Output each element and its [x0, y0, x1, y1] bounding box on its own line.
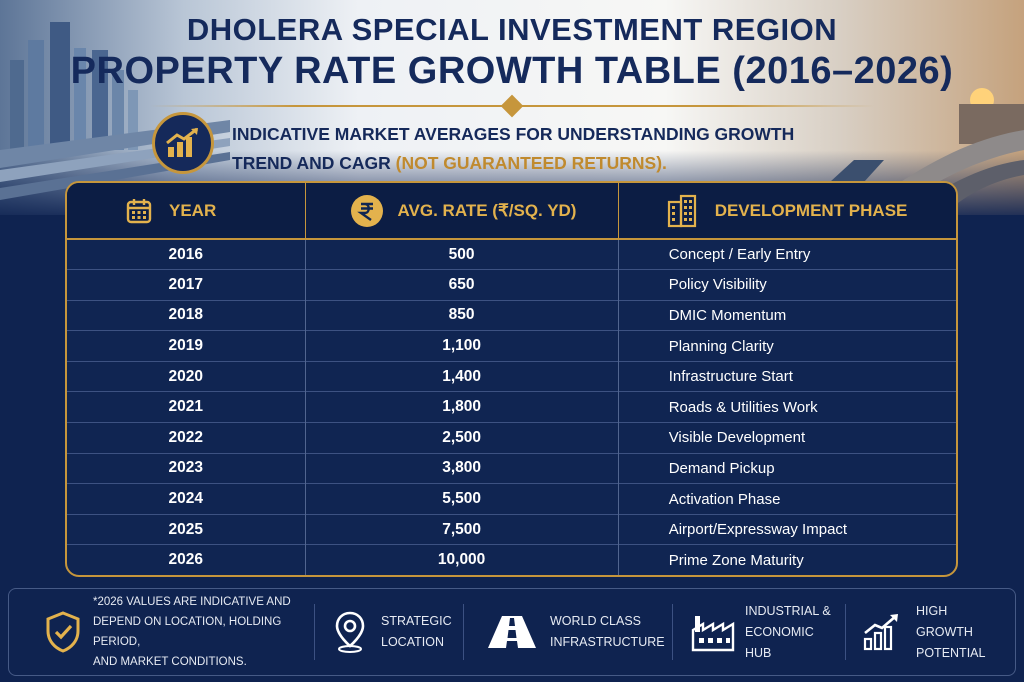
- feature-label-line-2: INFRASTRUCTURE: [550, 635, 665, 649]
- feature-industrial-hub: INDUSTRIAL & ECONOMIC HUB: [673, 597, 845, 667]
- growth-chart-icon: [152, 112, 214, 174]
- building-icon: [667, 194, 696, 227]
- year-cell: 2021: [67, 391, 306, 423]
- feature-infrastructure: WORLD CLASS INFRASTRUCTURE: [464, 597, 672, 667]
- rate-cell: 650: [305, 269, 619, 301]
- feature-label-line-1: WORLD CLASS: [550, 614, 641, 628]
- phase-cell: Demand Pickup: [618, 452, 956, 484]
- shield-check-icon: [46, 611, 80, 653]
- disclaimer-line-2: DEPEND ON LOCATION, HOLDING PERIOD,: [93, 616, 282, 648]
- footer-bar: *2026 VALUES ARE INDICATIVE AND DEPEND O…: [8, 588, 1016, 676]
- column-header-rate: AVG. RATE (₹/SQ. YD): [305, 183, 619, 240]
- rate-cell: 5,500: [305, 483, 619, 515]
- table-row: 2023 3,800 Demand Pickup: [67, 452, 956, 484]
- title-line-2: PROPERTY RATE GROWTH TABLE (2016–2026): [70, 50, 954, 92]
- phase-cell: Infrastructure Start: [618, 360, 956, 392]
- footer-divider: [845, 604, 846, 660]
- year-cell: 2022: [67, 422, 306, 454]
- year-cell: 2020: [67, 360, 306, 392]
- year-cell: 2017: [67, 269, 306, 301]
- phase-cell: Concept / Early Entry: [668, 246, 811, 264]
- table-header-row: YEAR AVG. RATE (₹/SQ. YD): [67, 183, 956, 240]
- subtitle: INDICATIVE MARKET AVERAGES FOR UNDERSTAN…: [232, 120, 842, 178]
- year-cell: 2016: [67, 239, 306, 270]
- phase-cell: Prime Zone Maturity: [618, 544, 956, 575]
- year-cell: 2019: [67, 330, 306, 362]
- table-row: 2024 5,500 Activation Phase: [67, 483, 956, 515]
- phase-cell: Activation Phase: [618, 483, 956, 515]
- rate-cell: 1,100: [305, 330, 619, 362]
- rate-growth-table: YEAR AVG. RATE (₹/SQ. YD): [65, 181, 958, 577]
- phase-cell: Policy Visibility: [618, 269, 956, 301]
- feature-label-line-1: STRATEGIC: [381, 614, 452, 628]
- year-cell: 2018: [67, 299, 306, 331]
- table-row: 2016 500 Concept / Early Entry: [67, 239, 956, 270]
- subtitle-main: INDICATIVE MARKET AVERAGES FOR UNDERSTAN…: [232, 124, 795, 173]
- disclaimer-line-3: AND MARKET CONDITIONS.: [93, 656, 247, 668]
- phase-cell: Planning Clarity: [618, 330, 956, 362]
- year-cell: 2026: [67, 544, 306, 575]
- rate-cell: 500: [305, 239, 619, 270]
- footer-divider: [314, 604, 315, 660]
- footer-divider: [672, 604, 673, 660]
- location-pin-icon: [335, 611, 365, 653]
- table-row: 2018 850 DMIC Momentum: [67, 299, 956, 331]
- phase-cell: Roads & Utilities Work: [618, 391, 956, 423]
- rate-cell: 1,800: [305, 391, 619, 423]
- rate-cell: 3,800: [305, 452, 619, 484]
- footer-divider: [463, 604, 464, 660]
- column-header-phase: DEVELOPMENT PHASE: [618, 183, 956, 240]
- table-row: 2019 1,100 Planning Clarity: [67, 330, 956, 362]
- feature-label-line-2: ECONOMIC HUB: [745, 624, 814, 660]
- title-line-1: DHOLERA SPECIAL INVESTMENT REGION: [186, 12, 838, 47]
- feature-label-line-2: LOCATION: [381, 635, 444, 649]
- year-cell: 2025: [67, 513, 306, 545]
- rate-cell: 10,000: [305, 544, 619, 575]
- growth-bars-icon: [863, 614, 898, 651]
- rate-cell: 7,500: [305, 513, 619, 545]
- table-row: 2021 1,800 Roads & Utilities Work: [67, 391, 956, 423]
- road-icon: [488, 616, 536, 648]
- column-label-phase: DEVELOPMENT PHASE: [714, 200, 908, 220]
- rupee-icon: [350, 194, 383, 227]
- table-row: 2017 650 Policy Visibility: [67, 269, 956, 301]
- phase-cell: Visible Development: [618, 422, 956, 454]
- column-header-year: YEAR: [67, 183, 306, 240]
- column-label-rate: AVG. RATE (₹/SQ. YD): [397, 200, 577, 220]
- feature-label-line-1: INDUSTRIAL &: [745, 603, 831, 618]
- table-row: 2022 2,500 Visible Development: [67, 422, 956, 454]
- calendar-icon: [126, 198, 152, 223]
- rate-cell: 1,400: [305, 360, 619, 392]
- feature-high-growth: HIGH GROWTH POTENTIAL: [846, 597, 1006, 667]
- year-cell: 2024: [67, 483, 306, 515]
- table-row: 2025 7,500 Airport/Expressway Impact: [67, 513, 956, 545]
- column-label-year: YEAR: [169, 200, 217, 220]
- table-row: 2026 10,000 Prime Zone Maturity: [67, 544, 956, 575]
- subtitle-highlight: (NOT GUARANTEED RETURNS).: [395, 153, 667, 173]
- table-row: 2020 1,400 Infrastructure Start: [67, 360, 956, 392]
- disclaimer-line-1: *2026 VALUES ARE INDICATIVE AND: [93, 596, 291, 608]
- feature-label-line-2: POTENTIAL: [916, 645, 986, 660]
- year-cell: 2023: [67, 452, 306, 484]
- footer-disclaimer: *2026 VALUES ARE INDICATIVE AND DEPEND O…: [9, 596, 314, 668]
- phase-cell: DMIC Momentum: [618, 299, 956, 331]
- factory-icon: [691, 616, 735, 652]
- feature-label-line-1: HIGH GROWTH: [916, 603, 973, 639]
- feature-strategic-location: STRATEGIC LOCATION: [315, 597, 463, 667]
- phase-cell: Airport/Expressway Impact: [618, 513, 956, 545]
- title-divider-ornament: [500, 94, 524, 118]
- rate-cell: 850: [305, 299, 619, 331]
- rate-cell: 2,500: [305, 422, 619, 454]
